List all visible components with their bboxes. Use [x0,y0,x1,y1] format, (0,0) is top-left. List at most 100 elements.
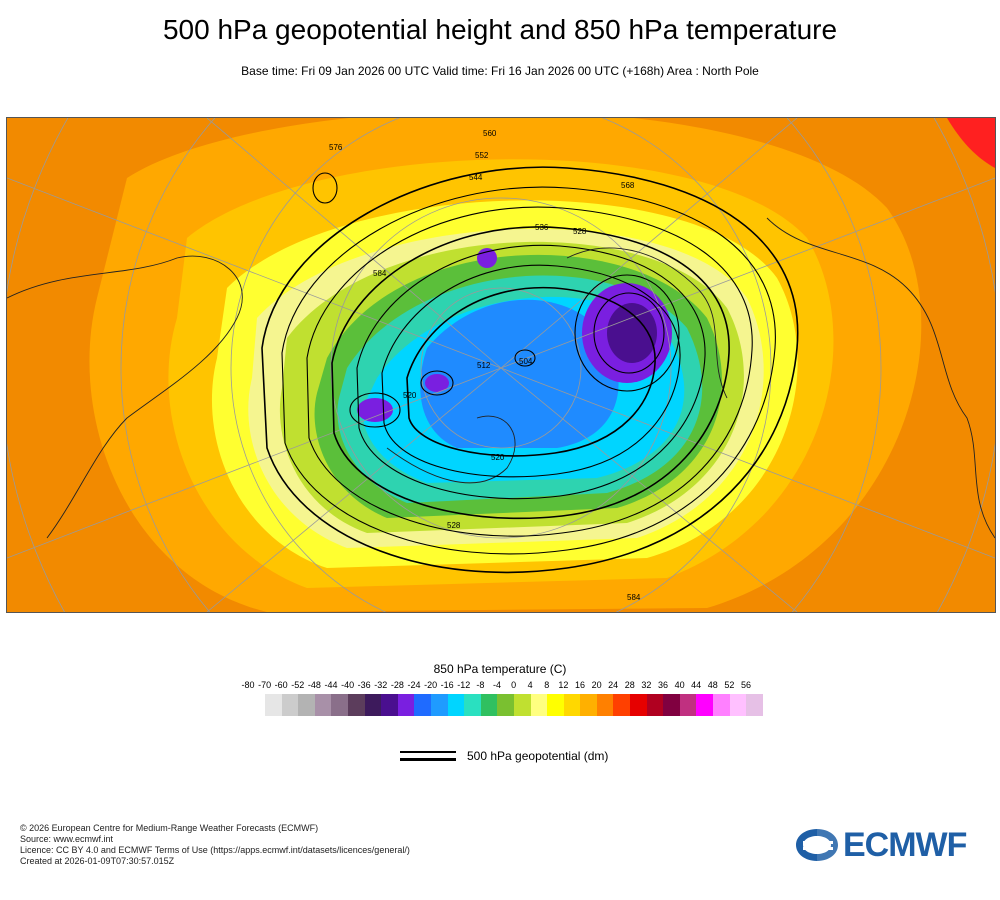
cold-core-north [477,248,497,268]
meridian-4 [500,367,995,559]
colorbar-swatch [314,694,332,716]
chart-title: 500 hPa geopotential height and 850 hPa … [162,14,838,45]
contour-west-low-1 [349,392,401,428]
logo-stripe-1 [803,841,833,844]
colorbar-swatch [364,694,382,716]
meridian-3 [500,177,995,369]
colorbar-tick-label: -12 [457,680,471,690]
cold-core-west [357,398,393,422]
geopotential-contours [261,166,799,574]
contour-label: 528 [573,227,587,236]
contour-center-low [420,370,454,396]
contour-label: 528 [447,521,461,530]
colorbar-swatch [464,694,481,716]
coast-americas [7,255,243,539]
colorbar-swatch [447,694,465,716]
temp-zone-blue [420,299,619,448]
contour-label: 584 [373,269,387,278]
colorbar-tick-label: -28 [390,680,404,690]
colorbar-swatch [663,694,680,716]
logo-icon-outer [796,829,817,861]
colorbar-tick-label: 4 [527,680,533,690]
contour-label: 512 [477,361,491,370]
contour-label: 504 [519,357,533,366]
colorbar-tick-label: 12 [558,680,569,690]
geopotential-legend-label: 500 hPa geopotential (dm) [467,749,609,763]
geopotential-legend: 500 hPa geopotential (dm) [400,748,700,768]
contour-label: 568 [621,181,635,190]
colorbar-tick-label: 52 [724,680,735,690]
colorbar-swatch [713,694,730,716]
colorbar-tick-label: -80 [241,680,255,690]
map-svg: 560 552 544 536 528 520 512 504 576 584 … [7,118,995,612]
colorbar-swatch [347,694,365,716]
colorbar-swatch [331,694,348,716]
meridian-1 [7,177,502,369]
colorbar-swatch [547,694,564,716]
credits: © 2026 European Centre for Medium-Range … [20,823,410,867]
credit-created: Created at 2026-01-09T07:30:57.015Z [20,856,175,866]
contour-label: 552 [475,151,489,160]
contour-labels: 560 552 544 536 528 520 512 504 576 584 … [329,129,641,602]
meridian-8 [500,367,798,612]
coastlines [7,217,995,539]
contour-label: 520 [403,391,417,400]
coast-siberia [566,247,728,399]
contour-north-high [312,172,338,204]
colorbar-tick-label: -44 [324,680,338,690]
colorbar-swatch [679,694,697,716]
ecmwf-logo: ECMWF [793,826,983,864]
credit-licence: Licence: CC BY 4.0 and ECMWF Terms of Us… [20,845,410,855]
contour-east-low-1 [574,274,680,392]
colorbar-swatch [746,694,763,716]
colorbar-tick-label: -70 [258,680,272,690]
colorbar-tick-label: -24 [407,680,421,690]
colorbar-swatch [613,694,631,716]
contour-3 [306,206,753,537]
meridian-2 [7,367,502,559]
colorbar-tick-label: 20 [591,680,602,690]
cold-core-east-inner [607,303,657,363]
colorbar-tick-label: 36 [657,680,668,690]
contour-2 [281,186,776,555]
contour-label: 536 [535,223,549,232]
contour-label: 520 [491,453,505,462]
colorbar-tick-label: 40 [674,680,685,690]
contour-4 [331,226,730,520]
colorbar-tick-label: 24 [608,680,619,690]
coast-greenland [386,415,516,484]
colorbar-swatch [298,694,315,716]
graticule-ring-2 [330,197,672,539]
colorbar-tick-label: 32 [641,680,652,690]
thick-line-sample [400,758,456,761]
hot-spot-top-right [947,118,995,168]
colorbar-tick-label: -48 [307,680,321,690]
colorbar-tick-label: -4 [492,680,501,690]
ecmwf-logo-text: ECMWF [843,826,967,864]
colorbar-tick-label: -52 [291,680,305,690]
contour-label: 544 [469,173,483,182]
meridian-6 [500,118,798,369]
colorbar-swatch [414,694,431,716]
contour-east-low-2 [593,292,665,374]
contour-pole-low [514,349,536,367]
colorbar-tick-label: -20 [424,680,438,690]
colorbar-swatch [281,694,299,716]
colorbar-swatch [646,694,664,716]
weather-map: 560 552 544 536 528 520 512 504 576 584 … [6,117,996,613]
colorbar-tick-label: 16 [574,680,585,690]
colorbar-swatch [530,694,548,716]
colorbar-swatch [630,694,647,716]
contour-1 [261,166,799,574]
contour-label: 560 [483,129,497,138]
colorbar-swatch [381,694,398,716]
colorbar-swatch [513,694,531,716]
graticule-ring-3 [230,118,772,612]
ecmwf-logo-icon [796,829,838,861]
colorbar-swatch [563,694,581,716]
colorbar-swatches [265,694,763,716]
colorbar-tick-label: -32 [374,680,388,690]
credit-source: Source: www.ecmwf.int [20,834,114,844]
colorbar-tick-label: -40 [341,680,355,690]
meridian-7 [206,367,502,612]
